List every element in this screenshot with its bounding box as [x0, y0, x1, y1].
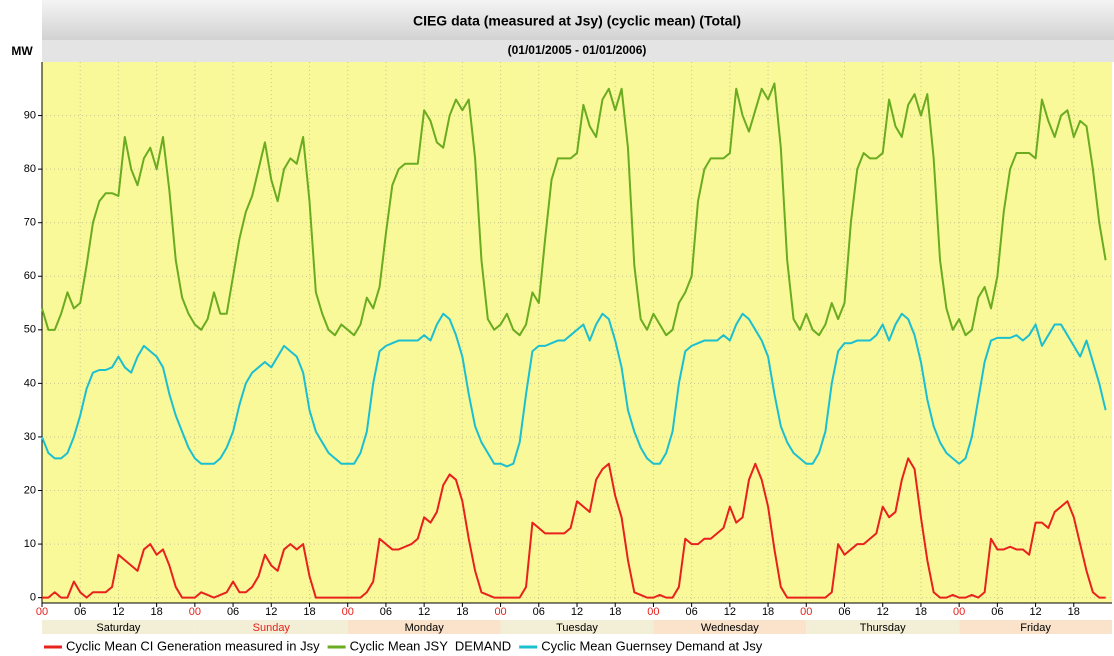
day-band	[194, 620, 348, 634]
y-tick-label: 0	[30, 592, 36, 604]
x-tick-label: 00	[342, 606, 354, 618]
day-label: Wednesday	[701, 622, 759, 634]
day-label: Friday	[1020, 622, 1051, 634]
x-tick-label: 06	[74, 606, 86, 618]
x-tick-label: 18	[151, 606, 163, 618]
x-tick-label: 18	[762, 606, 774, 618]
series-line	[41, 82, 1107, 337]
x-tick-label: 06	[533, 606, 545, 618]
day-label: Monday	[405, 622, 445, 634]
x-tick-label: 18	[303, 606, 315, 618]
x-tick-label: 12	[265, 606, 277, 618]
x-tick-label: 00	[953, 606, 965, 618]
series-line	[42, 457, 1106, 599]
legend-label: Cyclic Mean JSY DEMAND	[350, 638, 512, 653]
x-tick-label: 18	[609, 606, 621, 618]
day-label: Sunday	[253, 622, 291, 634]
x-tick-label: 00	[647, 606, 659, 618]
x-tick-label: 12	[724, 606, 736, 618]
subtitle-bar	[42, 40, 1114, 62]
x-tick-label: 12	[571, 606, 583, 618]
y-tick-label: 40	[24, 377, 36, 389]
y-axis-label: MW	[11, 44, 33, 58]
chart-subtitle: (01/01/2005 - 01/01/2006)	[508, 43, 647, 57]
chart-title: CIEG data (measured at Jsy) (cyclic mean…	[413, 13, 741, 29]
x-tick-label: 06	[838, 606, 850, 618]
y-tick-label: 20	[24, 484, 36, 496]
day-band	[653, 620, 807, 634]
x-tick-label: 00	[494, 606, 506, 618]
day-label: Thursday	[860, 622, 906, 634]
title-bar	[42, 0, 1114, 40]
x-tick-label: 12	[1029, 606, 1041, 618]
x-tick-label: 18	[456, 606, 468, 618]
day-band	[959, 620, 1112, 634]
day-band	[806, 620, 960, 634]
x-tick-label: 00	[800, 606, 812, 618]
x-tick-label: 12	[418, 606, 430, 618]
y-tick-label: 60	[24, 270, 36, 282]
x-tick-label: 06	[991, 606, 1003, 618]
series-line	[41, 312, 1107, 468]
x-tick-label: 12	[112, 606, 124, 618]
y-tick-label: 50	[24, 324, 36, 336]
x-tick-label: 18	[1068, 606, 1080, 618]
day-label: Saturday	[96, 622, 141, 634]
y-tick-label: 70	[24, 217, 36, 229]
day-label: Tuesday	[556, 622, 598, 634]
x-tick-label: 06	[227, 606, 239, 618]
legend-label: Cyclic Mean CI Generation measured in Js…	[66, 638, 320, 653]
y-tick-label: 90	[24, 109, 36, 121]
day-band	[347, 620, 501, 634]
day-band	[42, 620, 195, 634]
day-band	[500, 620, 654, 634]
legend-label: Cyclic Mean Guernsey Demand at Jsy	[541, 638, 763, 653]
x-tick-label: 00	[189, 606, 201, 618]
plot-background	[42, 62, 1112, 603]
x-tick-label: 06	[686, 606, 698, 618]
y-tick-label: 30	[24, 431, 36, 443]
x-tick-label: 18	[915, 606, 927, 618]
x-tick-label: 06	[380, 606, 392, 618]
x-tick-label: 00	[36, 606, 48, 618]
y-tick-label: 80	[24, 163, 36, 175]
y-tick-label: 10	[24, 538, 36, 550]
x-tick-label: 12	[877, 606, 889, 618]
